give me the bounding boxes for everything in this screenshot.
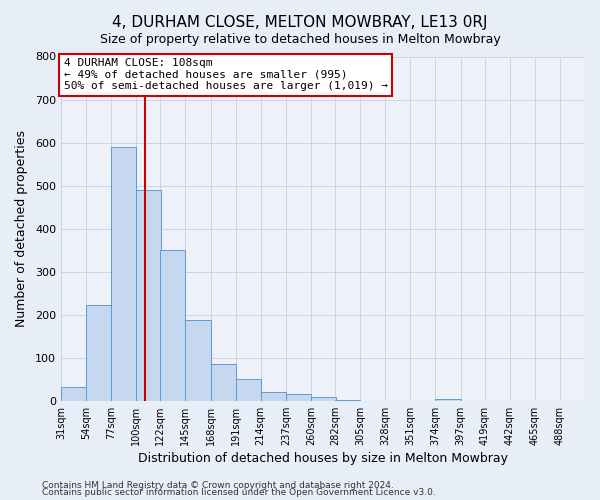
Bar [311,398,336,401]
Bar [185,320,211,401]
Bar [236,380,261,401]
Bar [111,147,136,401]
Bar [86,306,111,401]
Bar [286,394,311,401]
Text: 4 DURHAM CLOSE: 108sqm
← 49% of detached houses are smaller (995)
50% of semi-de: 4 DURHAM CLOSE: 108sqm ← 49% of detached… [64,58,388,92]
Text: Contains public sector information licensed under the Open Government Licence v3: Contains public sector information licen… [42,488,436,497]
Bar [436,398,461,401]
Y-axis label: Number of detached properties: Number of detached properties [15,130,28,327]
Text: 4, DURHAM CLOSE, MELTON MOWBRAY, LE13 0RJ: 4, DURHAM CLOSE, MELTON MOWBRAY, LE13 0R… [112,15,488,30]
Text: Contains HM Land Registry data © Crown copyright and database right 2024.: Contains HM Land Registry data © Crown c… [42,480,394,490]
Bar [335,400,360,401]
Text: Size of property relative to detached houses in Melton Mowbray: Size of property relative to detached ho… [100,32,500,46]
Bar [261,392,286,401]
Bar [211,364,236,401]
Bar [61,386,86,401]
Bar [160,250,185,401]
X-axis label: Distribution of detached houses by size in Melton Mowbray: Distribution of detached houses by size … [138,452,508,465]
Bar [136,190,161,401]
